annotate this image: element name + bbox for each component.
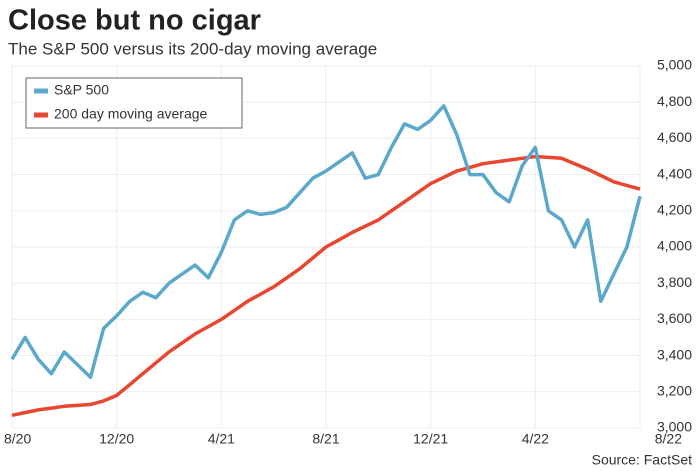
y-tick-label: 3,800 [657,274,692,290]
y-tick-label: 3,200 [657,383,692,399]
x-tick-label: 12/20 [99,431,134,447]
x-tick-label: 8/21 [312,431,339,447]
chart-title: Close but no cigar [8,5,261,37]
line-series [10,104,642,380]
y-tick-label: 3,000 [657,419,692,435]
legend-box [25,77,243,129]
x-tick-label: 8/20 [4,431,31,447]
y-tick-label: 3,600 [657,310,692,326]
y-tick-label: 3,400 [657,346,692,362]
legend-label: 200 day moving average [54,106,208,122]
legend-label: S&P 500 [54,82,109,98]
y-tick-label: 4,200 [657,202,692,218]
chart-subtitle: The S&P 500 versus its 200-day moving av… [8,39,377,58]
x-tick-label: 8/22 [655,431,682,447]
line-series [11,154,641,418]
y-tick-label: 4,600 [657,129,692,145]
y-tick-label: 4,400 [657,165,692,181]
y-tick-label: 4,800 [657,93,692,109]
y-tick-label: 5,000 [657,57,692,73]
x-tick-label: 12/21 [413,431,448,447]
x-tick-label: 4/22 [522,431,549,447]
source: Source: FactSet [592,452,692,468]
y-tick-label: 4,000 [657,238,692,254]
x-tick-label: 4/21 [208,431,235,447]
